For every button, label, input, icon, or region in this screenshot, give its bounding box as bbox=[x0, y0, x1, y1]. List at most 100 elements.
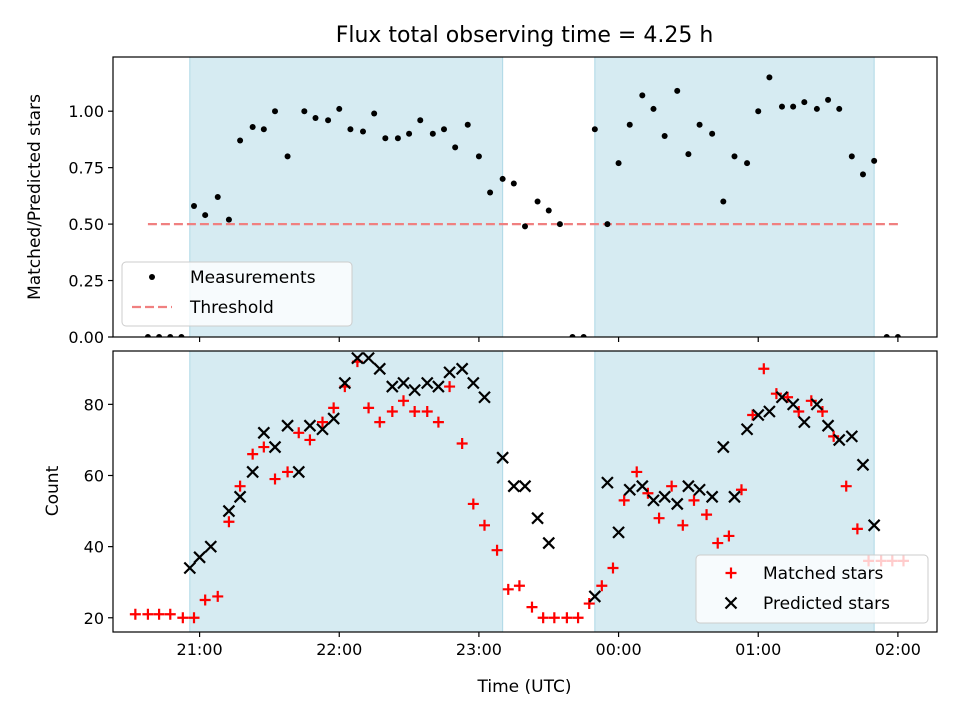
predicted-star-point bbox=[478, 390, 491, 404]
predicted-star-point bbox=[832, 433, 846, 447]
matched-star-point bbox=[642, 487, 654, 499]
x-tick-label: 22:00 bbox=[316, 640, 362, 659]
measurement-point bbox=[755, 108, 762, 115]
measurement-point bbox=[452, 144, 459, 151]
measurement-point bbox=[556, 221, 563, 228]
matched-star-point bbox=[805, 395, 817, 407]
matched-star-point bbox=[502, 583, 514, 595]
predicted-star-point bbox=[496, 451, 509, 464]
predicted-star-point bbox=[588, 590, 602, 603]
legend-predicted-label: Predicted stars bbox=[763, 594, 890, 614]
measurement-point bbox=[312, 114, 319, 121]
predicted-star-point bbox=[246, 465, 259, 479]
measurement-point bbox=[359, 128, 366, 135]
matched-star-point bbox=[583, 598, 595, 610]
x-tick-label: 00:00 bbox=[596, 640, 642, 659]
matched-star-point bbox=[421, 405, 433, 417]
matched-star-point bbox=[526, 601, 538, 613]
count-y-tick-label: 80 bbox=[84, 395, 104, 414]
measurement-point bbox=[650, 105, 657, 112]
predicted-star-point bbox=[386, 380, 399, 393]
matched-star-point bbox=[258, 441, 270, 453]
measurement-point bbox=[284, 153, 291, 160]
matched-star-point bbox=[188, 612, 200, 624]
matched-star-point bbox=[293, 427, 305, 439]
matched-star-point bbox=[631, 466, 643, 478]
legend-measurement-marker bbox=[149, 274, 155, 280]
measurement-point bbox=[836, 105, 843, 112]
predicted-star-point bbox=[338, 376, 352, 390]
ratio-axes-frame bbox=[112, 56, 938, 338]
matched-star-point bbox=[199, 594, 211, 606]
predicted-star-point bbox=[786, 398, 800, 411]
predicted-star-point bbox=[601, 476, 614, 489]
matched-star-point bbox=[840, 480, 852, 492]
measurement-point bbox=[237, 137, 244, 144]
predicted-star-point bbox=[327, 412, 340, 425]
predicted-star-point bbox=[693, 483, 706, 496]
predicted-star-point bbox=[670, 497, 684, 511]
ratio-y-tick-label: 1.00 bbox=[68, 102, 104, 121]
legend-matched-label: Matched stars bbox=[763, 564, 883, 584]
predicted-star-point bbox=[798, 415, 811, 429]
ratio-legend: Measurements Threshold bbox=[121, 261, 353, 327]
ratio-observing-span-1 bbox=[594, 57, 875, 337]
ratio-y-axis-label: Matched/Predicted stars bbox=[25, 94, 45, 300]
matched-star-point bbox=[386, 405, 398, 417]
predicted-star-point bbox=[455, 362, 469, 376]
predicted-star-point bbox=[682, 479, 695, 493]
predicted-star-point bbox=[373, 362, 387, 376]
ratio-y-tick-label: 0.00 bbox=[68, 328, 104, 347]
predicted-star-point bbox=[420, 376, 434, 390]
matched-star-point bbox=[247, 448, 259, 460]
measurement-point bbox=[347, 126, 354, 133]
matched-star-point bbox=[828, 430, 840, 442]
measurement-point bbox=[475, 153, 482, 160]
measurement-point bbox=[440, 126, 447, 133]
count-axes-frame bbox=[112, 350, 938, 633]
measurement-point bbox=[591, 126, 598, 133]
matched-star-point bbox=[269, 473, 281, 485]
measurement-point bbox=[202, 212, 209, 219]
matched-star-point bbox=[537, 612, 549, 624]
matched-star-point bbox=[177, 612, 189, 624]
predicted-star-point bbox=[717, 440, 730, 454]
measurement-point bbox=[167, 334, 174, 337]
measurement-point bbox=[825, 96, 832, 103]
measurement-point bbox=[336, 105, 343, 112]
ratio-plot-area bbox=[144, 74, 901, 337]
measurement-point bbox=[848, 153, 855, 160]
x-tick-label: 02:00 bbox=[875, 640, 921, 659]
measurement-point bbox=[429, 130, 436, 137]
matched-star-point bbox=[363, 402, 375, 414]
predicted-star-point bbox=[612, 526, 625, 539]
predicted-star-point bbox=[867, 519, 881, 532]
matched-star-point bbox=[153, 608, 165, 620]
matched-star-point bbox=[701, 509, 713, 521]
matched-star-point bbox=[444, 381, 456, 393]
x-tick-label: 23:00 bbox=[456, 640, 502, 659]
measurement-point bbox=[144, 334, 151, 337]
measurement-point bbox=[522, 223, 528, 230]
legend-measurements-label: Measurements bbox=[190, 268, 316, 288]
measurement-point bbox=[766, 74, 773, 81]
predicted-star-point bbox=[728, 490, 741, 504]
measurement-point bbox=[871, 157, 878, 164]
predicted-star-point bbox=[647, 494, 660, 507]
predicted-star-point bbox=[257, 426, 271, 440]
matched-star-point bbox=[491, 544, 503, 556]
measurement-point bbox=[731, 153, 738, 160]
predicted-star-point bbox=[432, 380, 445, 393]
measurement-point bbox=[661, 133, 668, 140]
predicted-star-point bbox=[316, 422, 329, 436]
ratio-y-tick-label: 0.25 bbox=[68, 272, 104, 291]
matched-star-point bbox=[304, 434, 316, 446]
x-tick-label: 01:00 bbox=[735, 640, 781, 659]
matched-star-point bbox=[618, 494, 630, 506]
matched-star-point bbox=[688, 494, 700, 506]
matched-star-point bbox=[816, 405, 828, 417]
measurement-point bbox=[382, 135, 389, 142]
matched-star-point bbox=[723, 530, 735, 542]
predicted-star-point bbox=[856, 458, 870, 472]
